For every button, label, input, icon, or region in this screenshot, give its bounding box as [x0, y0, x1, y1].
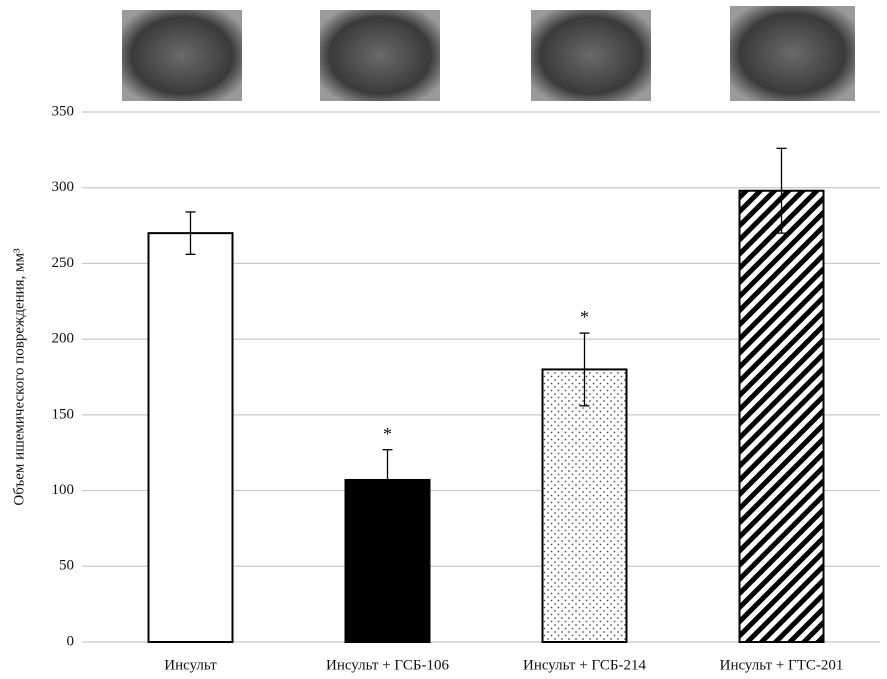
x-tick-label: Инсульт + ГСБ-214 — [523, 657, 647, 673]
significance-mark: * — [580, 307, 589, 327]
brain-image — [730, 6, 855, 101]
y-tick-label: 250 — [52, 255, 75, 271]
bar — [543, 369, 627, 642]
significance-mark: * — [383, 424, 392, 444]
y-tick-label: 300 — [52, 179, 75, 195]
brain-image — [320, 10, 440, 101]
y-axis-title: Объем ишемического повреждения, мм³ — [11, 248, 27, 506]
brain-image — [531, 10, 651, 101]
y-tick-label: 350 — [52, 103, 75, 119]
chart: Объем ишемического повреждения, мм³ 0 50 1… — [0, 0, 887, 679]
bar — [149, 233, 233, 642]
y-tick-label: 150 — [52, 406, 75, 422]
y-tick-label: 0 — [67, 633, 75, 649]
brain-image — [122, 10, 242, 101]
x-tick-label: Инсульт + ГТС-201 — [720, 657, 844, 673]
y-tick-label: 100 — [52, 482, 75, 498]
x-tick-label: Инсульт + ГСБ-106 — [326, 657, 450, 673]
bar — [740, 191, 824, 642]
x-tick-label: Инсульт — [164, 657, 217, 673]
y-tick-label: 50 — [59, 558, 74, 574]
brain-images — [122, 6, 855, 101]
y-tick-label: 200 — [52, 331, 75, 347]
